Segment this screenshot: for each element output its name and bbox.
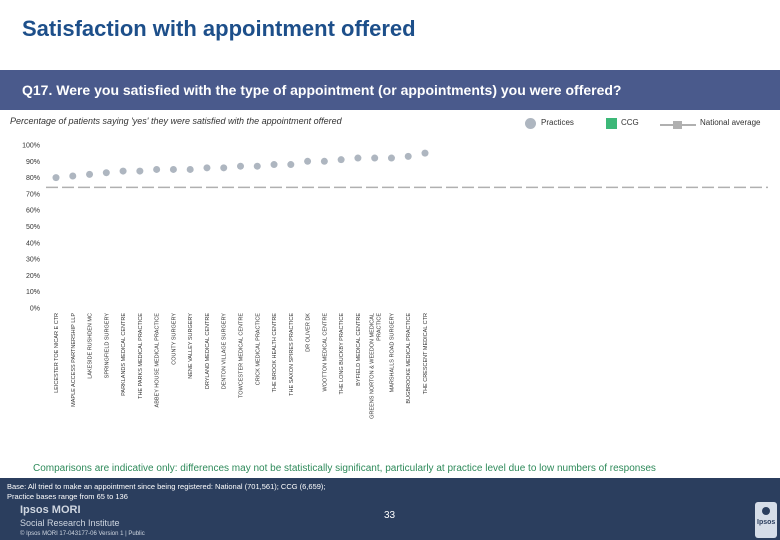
title-bar: Satisfaction with appointment offered	[0, 0, 780, 60]
category-label: MARSHALLS ROAD SURGERY	[389, 313, 395, 393]
scatter-chart: 0% 10% 20% 30% 40% 50% 60% 70% 80% 90% 100% LEICEST…	[22, 143, 768, 419]
y-tick-label: 0%	[30, 306, 40, 313]
practice-point	[153, 165, 161, 173]
category-label: DR OLIVER DK	[306, 313, 312, 352]
base-line-2: Practice bases range from 65 to 136	[7, 492, 128, 501]
legend-national-label: National average	[700, 118, 761, 127]
y-tick-label: 70%	[26, 191, 40, 198]
category-label: WOOTTON MEDICAL CENTRE	[322, 313, 328, 392]
question-text: Q17. Were you satisfied with the type of…	[22, 82, 622, 98]
y-tick-label: 20%	[26, 273, 40, 280]
category-label: NENE VALLEY SURGERY	[188, 313, 194, 379]
category-label: GREENS NORTON & WEEDON MEDICAL	[370, 313, 376, 419]
practice-point	[421, 149, 429, 157]
disclaimer-note: Comparisons are indicative only: differe…	[33, 463, 656, 474]
practice-point	[387, 154, 395, 162]
practice-point	[119, 167, 127, 175]
category-label: THE CRESCENT MEDICAL CTR	[423, 313, 429, 394]
base-line-1: Base: All tried to make an appointment s…	[7, 482, 326, 491]
practice-point	[102, 169, 110, 177]
category-label: TOWCESTER MEDICAL CENTRE	[239, 313, 245, 398]
category-label: CRICK MEDICAL PRACTICE	[255, 313, 261, 386]
chart-subtitle: Percentage of patients saying 'yes' they…	[10, 116, 342, 126]
page-number: 33	[384, 510, 396, 521]
practice-point	[86, 170, 94, 178]
brand-name: Ipsos MORI	[20, 504, 81, 516]
legend-practices-dot-icon	[525, 118, 536, 129]
category-label: THE SAXON SPIRES PRACTICE	[289, 313, 295, 396]
category-label: PRACTICE	[377, 313, 383, 341]
legend-ccg-square-icon	[606, 118, 617, 129]
practice-point	[287, 161, 295, 169]
y-tick-label: 10%	[26, 289, 40, 296]
ipsos-logo	[755, 502, 777, 538]
question-bar: Q17. Were you satisfied with the type of…	[0, 70, 780, 110]
category-label: LAKESIDE RUSHDEN MC	[88, 313, 94, 379]
practice-point	[320, 157, 328, 165]
category-label: ABBEY HOUSE MEDICAL PRACTICE	[155, 313, 161, 408]
category-label: BYFIELD MEDICAL CENTRE	[356, 313, 362, 386]
practice-point	[186, 165, 194, 173]
y-tick-label: 90%	[26, 159, 40, 166]
practice-point	[304, 157, 312, 165]
practice-point	[337, 156, 345, 164]
y-tick-label: 60%	[26, 208, 40, 215]
practice-point	[237, 162, 244, 170]
base-text: Base: All tried to make an appointment s…	[7, 482, 407, 502]
category-label: THE BROOK HEALTH CENTRE	[272, 313, 278, 393]
ipsos-logo-mark-icon	[762, 507, 770, 515]
ipsos-logo-text: Ipsos	[757, 519, 776, 526]
y-tick-label: 100%	[22, 143, 40, 150]
legend-ccg-label: CCG	[621, 118, 639, 127]
practice-point	[270, 161, 278, 169]
legend-practices-label: Practices	[541, 118, 574, 127]
category-label: MAPLE ACCESS PARTNERSHIP LLP	[71, 313, 77, 407]
page-title: Satisfaction with appointment offered	[22, 16, 416, 41]
practice-point	[69, 172, 77, 180]
practice-point	[136, 167, 144, 175]
practice-point	[220, 164, 228, 172]
category-label: THE PARKS MEDICAL PRACTICE	[138, 313, 144, 399]
y-tick-label: 50%	[26, 224, 40, 231]
category-label: BUGBROOKE MEDICAL PRACTICE	[406, 313, 412, 404]
practice-point	[52, 174, 60, 182]
category-label: DRYLAND MEDICAL CENTRE	[205, 313, 211, 389]
practice-point	[253, 162, 261, 170]
footer-version: © Ipsos MORI 17-043177-06 Version 1 | Pu…	[20, 531, 145, 537]
category-label: PARKLANDS MEDICAL CENTRE	[121, 313, 127, 396]
category-label: LEICESTER TOE NICAR E CTR	[54, 313, 60, 393]
practice-point	[203, 164, 211, 172]
practice-point	[354, 154, 362, 162]
category-label: COUNTY SURGERY	[171, 313, 177, 365]
category-label: DENTON VILLAGE SURGERY	[222, 313, 228, 390]
category-label: THE LONG BUCKBY PRACTICE	[339, 313, 345, 395]
y-tick-label: 30%	[26, 257, 40, 264]
y-tick-label: 80%	[26, 175, 40, 182]
brand-subtitle: Social Research Institute	[20, 518, 120, 528]
footer-panel: Base: All tried to make an appointment s…	[0, 478, 780, 540]
y-tick-label: 40%	[26, 240, 40, 247]
legend-national-marker-icon	[673, 121, 682, 129]
category-label: SPRINGFIELD SURGERY	[104, 313, 110, 379]
practice-point	[169, 165, 177, 173]
practice-point	[404, 152, 412, 160]
practice-point	[371, 154, 379, 162]
